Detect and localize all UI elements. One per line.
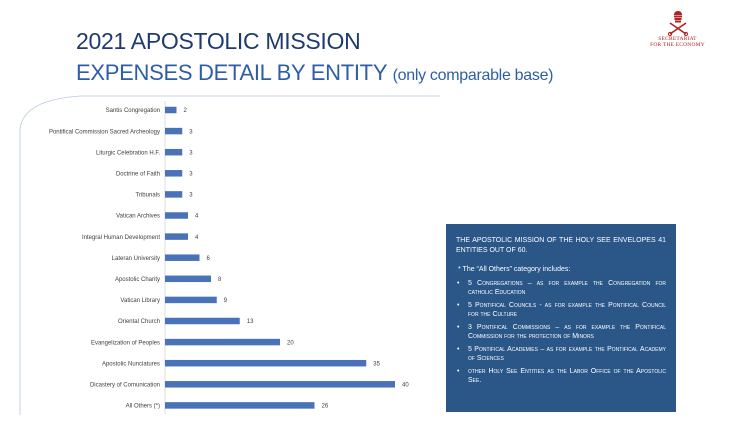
value-label: 20 xyxy=(287,340,294,346)
bar xyxy=(165,148,183,156)
info-list-item: 5 Congregations – as for example the Con… xyxy=(456,279,666,298)
logo-line-2: FOR THE ECONOMY xyxy=(650,42,705,48)
value-label: 3 xyxy=(189,129,193,135)
value-label: 4 xyxy=(195,235,199,241)
logo: SECRETARIAT FOR THE ECONOMY xyxy=(640,10,715,48)
value-label: 4 xyxy=(195,214,199,220)
value-label: 40 xyxy=(402,383,409,389)
title-line-1: 2021 APOSTOLIC MISSION xyxy=(76,28,361,54)
info-list-item: 5 Pontifical Academies – as for example … xyxy=(456,345,666,364)
info-box: The Apostolic Mission of the Holy See en… xyxy=(446,224,676,412)
bar xyxy=(165,106,177,114)
category-label: Pontifical Commission Sacred Archeology xyxy=(49,129,160,135)
bar xyxy=(165,275,211,283)
info-list-item: 3 Pontifical Commissions – as for exampl… xyxy=(456,323,666,342)
category-label: Evangelization of Peoples xyxy=(91,340,160,346)
category-label: Santis Congregation xyxy=(106,108,160,114)
value-label: 3 xyxy=(189,193,193,199)
value-label: 3 xyxy=(189,172,193,178)
category-label: Integral Human Development xyxy=(82,235,160,241)
bar xyxy=(165,296,217,304)
category-label: Lateran University xyxy=(112,256,160,262)
bar xyxy=(165,127,183,135)
category-label: Dicastery of Comunication xyxy=(90,383,160,389)
title-line-2-main: EXPENSES DETAIL BY ENTITY xyxy=(76,60,387,85)
chart-frame-curve xyxy=(19,95,440,415)
bar xyxy=(165,212,188,219)
value-label: 13 xyxy=(247,319,254,325)
bar xyxy=(165,381,395,388)
category-label: Vatican Archives xyxy=(116,214,160,220)
bar xyxy=(165,402,315,409)
info-list: 5 Congregations – as for example the Con… xyxy=(456,279,666,386)
logo-line-1: SECRETARIAT xyxy=(658,36,697,42)
value-label: 8 xyxy=(218,277,222,283)
bar xyxy=(165,254,200,261)
bar xyxy=(165,191,183,198)
category-label: Oriental Church xyxy=(118,319,160,325)
value-label: 3 xyxy=(189,150,193,156)
bar xyxy=(165,233,188,240)
category-label: Vatican Library xyxy=(120,298,160,304)
category-label: Tribunals xyxy=(136,193,160,199)
bar xyxy=(165,317,240,325)
value-label: 26 xyxy=(322,404,329,410)
title-suffix: (only comparable base) xyxy=(392,67,554,84)
value-label: 6 xyxy=(207,256,211,262)
papal-keys-emblem-icon xyxy=(667,11,688,36)
bar xyxy=(165,338,280,346)
category-label: All Others (*) xyxy=(126,404,160,410)
category-label: Apostolic Charity xyxy=(115,277,160,283)
bar xyxy=(165,170,183,177)
value-label: 2 xyxy=(184,108,188,114)
info-intro: The Apostolic Mission of the Holy See en… xyxy=(456,237,666,254)
category-label: Doctrine of Faith xyxy=(116,172,160,178)
info-list-item: 5 Pontifical Councils - as for example t… xyxy=(456,301,666,320)
value-label: 35 xyxy=(373,361,380,367)
info-list-item: other Holy See Entities as the Labor Off… xyxy=(456,367,666,386)
category-label: Liturgic Celebration H.F. xyxy=(96,150,160,156)
category-label: Apostolic Nunciatures xyxy=(102,361,160,367)
title-line-2: EXPENSES DETAIL BY ENTITY (only comparab… xyxy=(76,60,554,86)
bar xyxy=(165,359,367,367)
value-label: 9 xyxy=(224,298,228,304)
info-note: * The “All Others” category includes: xyxy=(458,266,571,273)
